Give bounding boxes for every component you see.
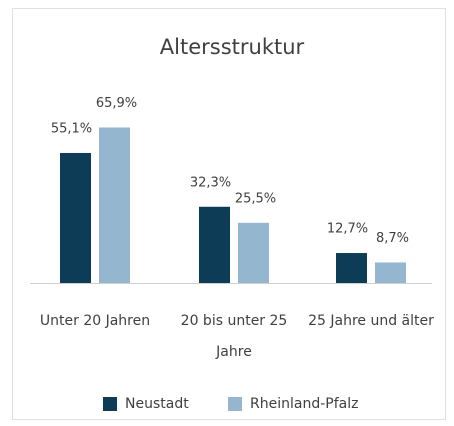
data-label: 8,7% <box>376 231 409 246</box>
data-label: 25,5% <box>235 191 276 206</box>
legend-swatch <box>228 397 242 411</box>
bar <box>60 152 91 283</box>
bar <box>375 262 406 283</box>
legend-label: Rheinland-Pfalz <box>250 396 358 412</box>
x-tick-label: Unter 20 Jahren <box>39 313 151 329</box>
bar <box>199 206 230 283</box>
bar <box>99 127 130 283</box>
data-label: 32,3% <box>190 175 231 190</box>
x-tick-label: 25 Jahre und älter <box>308 313 434 329</box>
bar <box>336 253 367 283</box>
data-label: 65,9% <box>96 96 137 111</box>
x-tick-label: 20 bis unter 25 Jahre <box>180 313 288 360</box>
frame <box>12 8 446 420</box>
legend-label: Neustadt <box>125 396 189 412</box>
bar <box>238 222 269 283</box>
data-label: 55,1% <box>51 121 92 136</box>
legend-swatch <box>103 397 117 411</box>
chart-title: Altersstruktur <box>160 35 305 59</box>
data-label: 12,7% <box>327 222 368 237</box>
